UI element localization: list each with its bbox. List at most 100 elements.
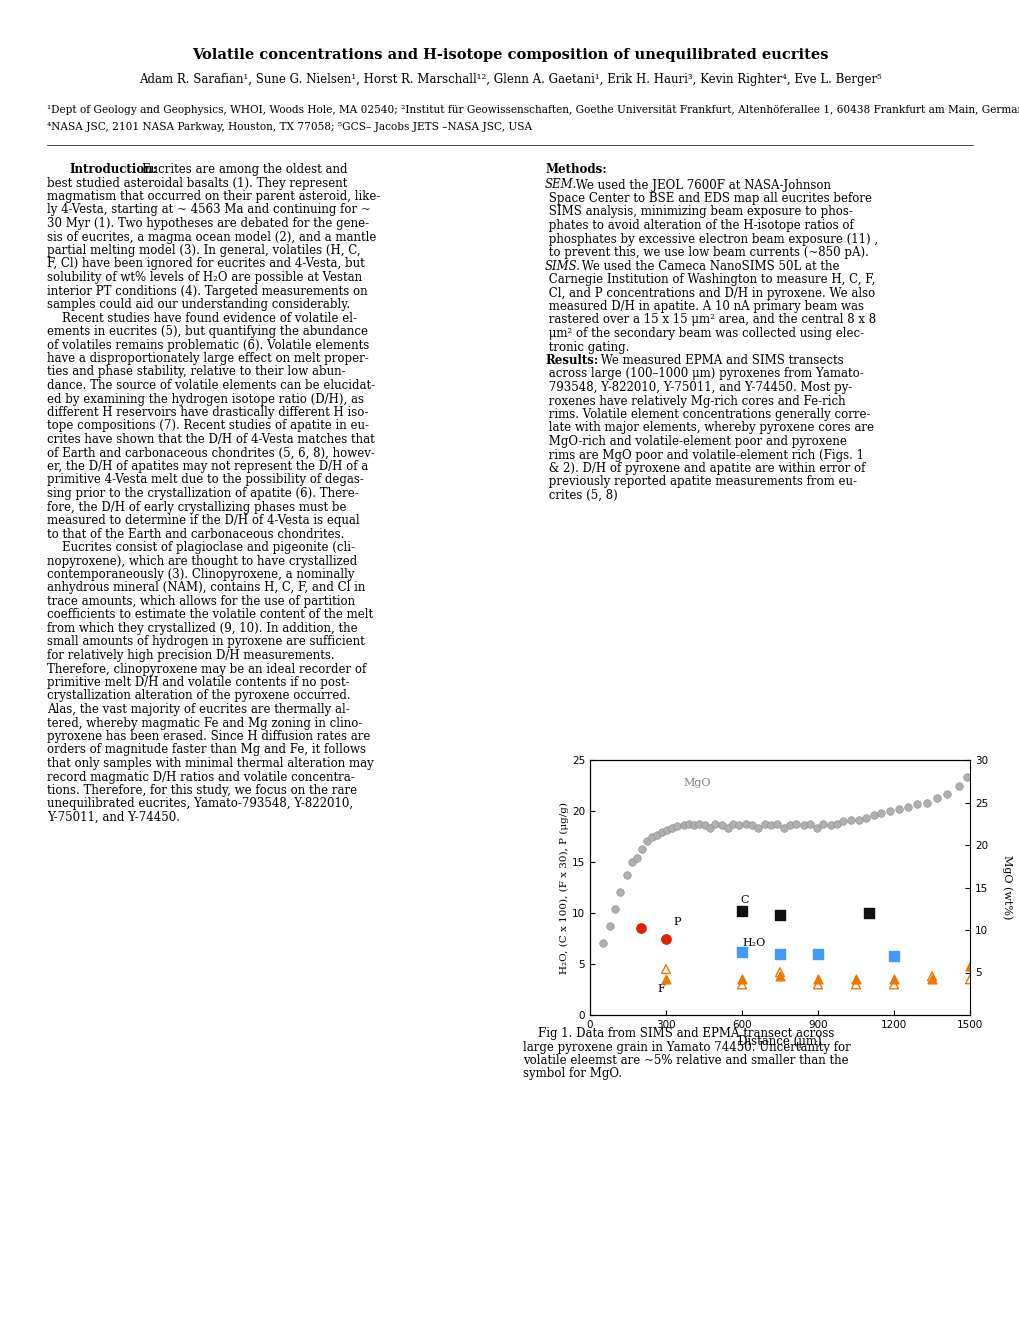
Text: to prevent this, we use low beam currents (~850 pA).: to prevent this, we use low beam current…	[544, 246, 868, 259]
Text: measured to determine if the D/H of 4-Vesta is equal: measured to determine if the D/H of 4-Ve…	[47, 513, 360, 527]
Point	[680, 813, 696, 834]
Text: SEM.: SEM.	[544, 178, 577, 191]
Point	[768, 813, 785, 834]
Text: rastered over a 15 x 15 μm² area, and the central 8 x 8: rastered over a 15 x 15 μm² area, and th…	[544, 314, 875, 326]
Point	[923, 969, 940, 990]
Point	[675, 814, 691, 836]
Text: measured D/H in apatite. A 10 nA primary beam was: measured D/H in apatite. A 10 nA primary…	[544, 300, 863, 313]
Text: record magmatic D/H ratios and volatile concentra-: record magmatic D/H ratios and volatile …	[47, 771, 355, 784]
Point	[928, 788, 945, 809]
Point	[719, 817, 736, 838]
Text: orders of magnitude faster than Mg and Fe, it follows: orders of magnitude faster than Mg and F…	[47, 743, 366, 756]
Point	[733, 969, 749, 990]
Text: primitive 4-Vesta melt due to the possibility of degas-: primitive 4-Vesta melt due to the possib…	[47, 474, 364, 487]
Text: primitive melt D/H and volatile contents if no post-: primitive melt D/H and volatile contents…	[47, 676, 350, 689]
Point	[611, 882, 628, 903]
Point	[685, 814, 701, 836]
Text: MgO: MgO	[683, 777, 710, 788]
Text: late with major elements, whereby pyroxene cores are: late with major elements, whereby pyroxe…	[544, 421, 873, 434]
Text: We used the JEOL 7600F at NASA-Johnson: We used the JEOL 7600F at NASA-Johnson	[572, 178, 830, 191]
Text: We measured EPMA and SIMS transects: We measured EPMA and SIMS transects	[596, 354, 843, 367]
Text: trace amounts, which allows for the use of partition: trace amounts, which allows for the use …	[47, 595, 355, 609]
Text: unequilibrated eucrites, Yamato-793548, Y-822010,: unequilibrated eucrites, Yamato-793548, …	[47, 797, 353, 810]
Text: 793548, Y-822010, Y-75011, and Y-74450. Most py-: 793548, Y-822010, Y-75011, and Y-74450. …	[544, 381, 852, 393]
Text: that only samples with minimal thermal alteration may: that only samples with minimal thermal a…	[47, 756, 373, 770]
Point	[657, 958, 674, 979]
Point	[961, 956, 977, 977]
Text: F: F	[656, 983, 664, 994]
Text: large pyroxene grain in Yamato 74450. Uncertanity for: large pyroxene grain in Yamato 74450. Un…	[523, 1040, 850, 1053]
Text: tronic gating.: tronic gating.	[544, 341, 629, 354]
Point	[771, 966, 788, 987]
Text: Space Center to BSE and EDS map all eucrites before: Space Center to BSE and EDS map all eucr…	[544, 191, 871, 205]
Text: Recent studies have found evidence of volatile el-: Recent studies have found evidence of vo…	[47, 312, 357, 325]
Text: ⁴NASA JSC, 2101 NASA Parkway, Houston, TX 77058; ⁵GCS– Jacobs JETS –NASA JSC, US: ⁴NASA JSC, 2101 NASA Parkway, Houston, T…	[47, 121, 532, 132]
Text: F, Cl) have been ignored for eucrites and 4-Vesta, but: F, Cl) have been ignored for eucrites an…	[47, 257, 365, 271]
Text: 30 Myr (1). Two hypotheses are debated for the gene-: 30 Myr (1). Two hypotheses are debated f…	[47, 216, 369, 230]
Point	[762, 814, 779, 836]
Text: Carnegie Institution of Washington to measure H, C, F,: Carnegie Institution of Washington to me…	[544, 273, 874, 286]
Text: rims are MgO poor and volatile-element rich (Figs. 1: rims are MgO poor and volatile-element r…	[544, 449, 863, 462]
Text: Methods:: Methods:	[544, 162, 606, 176]
Text: solubility of wt% levels of H₂O are possible at Vestan: solubility of wt% levels of H₂O are poss…	[47, 271, 362, 284]
Point	[809, 969, 825, 990]
Text: rims. Volatile element concentrations generally corre-: rims. Volatile element concentrations ge…	[544, 408, 869, 421]
Point	[857, 808, 873, 829]
Text: Volatile concentrations and H-isotope composition of unequilibrated eucrites: Volatile concentrations and H-isotope co…	[192, 48, 827, 62]
Point	[890, 799, 906, 820]
Point	[809, 974, 825, 995]
Point	[814, 813, 830, 834]
Text: Adam R. Sarafian¹, Sune G. Nielsen¹, Horst R. Marschall¹², Glenn A. Gaetani¹, Er: Adam R. Sarafian¹, Sune G. Nielsen¹, Hor…	[139, 74, 880, 87]
Point	[850, 809, 866, 830]
Point	[632, 917, 648, 939]
Point	[743, 814, 759, 836]
Point	[733, 900, 749, 921]
Point	[860, 903, 876, 924]
Text: different H reservoirs have drastically different H iso-: different H reservoirs have drastically …	[47, 407, 368, 418]
Text: MgO-rich and volatile-element poor and pyroxene: MgO-rich and volatile-element poor and p…	[544, 436, 846, 447]
Point	[872, 803, 889, 824]
Point	[847, 974, 863, 995]
X-axis label: Distance (μm): Distance (μm)	[738, 1035, 821, 1048]
Text: Eucrites are among the oldest and: Eucrites are among the oldest and	[142, 162, 347, 176]
Text: Results:: Results:	[544, 354, 598, 367]
Text: contemporaneously (3). Clinopyroxene, a nominally: contemporaneously (3). Clinopyroxene, a …	[47, 568, 355, 581]
Text: ly 4-Vesta, starting at ~ 4563 Ma and continuing for ~: ly 4-Vesta, starting at ~ 4563 Ma and co…	[47, 203, 370, 216]
Text: & 2). D/H of pyroxene and apatite are within error of: & 2). D/H of pyroxene and apatite are wi…	[544, 462, 864, 475]
Text: magmatism that occurred on their parent asteroid, like-: magmatism that occurred on their parent …	[47, 190, 380, 203]
Point	[690, 813, 706, 834]
Text: interior PT conditions (4). Targeted measurements on: interior PT conditions (4). Targeted mea…	[47, 285, 367, 297]
Point	[653, 821, 669, 842]
Text: coefficients to estimate the volatile content of the melt: coefficients to estimate the volatile co…	[47, 609, 373, 622]
Point	[788, 813, 804, 834]
Text: SIMS analysis, minimizing beam exposure to phos-: SIMS analysis, minimizing beam exposure …	[544, 206, 852, 219]
Text: dance. The source of volatile elements can be elucidat-: dance. The source of volatile elements c…	[47, 379, 375, 392]
Text: μm² of the secondary beam was collected using elec-: μm² of the secondary beam was collected …	[544, 327, 863, 341]
Point	[842, 809, 858, 830]
Text: roxenes have relatively Mg-rich cores and Fe-rich: roxenes have relatively Mg-rich cores an…	[544, 395, 845, 408]
Point	[601, 915, 618, 936]
Text: phates to avoid alteration of the H-isotope ratios of: phates to avoid alteration of the H-isot…	[544, 219, 853, 232]
Point	[908, 793, 924, 814]
Text: Therefore, clinopyroxene may be an ideal recorder of: Therefore, clinopyroxene may be an ideal…	[47, 663, 366, 676]
Point	[881, 800, 898, 821]
Point	[737, 813, 753, 834]
Point	[950, 775, 966, 796]
Text: samples could aid our understanding considerably.: samples could aid our understanding cons…	[47, 298, 350, 312]
Text: fore, the D/H of early crystallizing phases must be: fore, the D/H of early crystallizing pha…	[47, 500, 346, 513]
Point	[638, 830, 654, 851]
Point	[808, 817, 824, 838]
Point	[731, 814, 747, 836]
Text: phosphates by excessive electron beam exposure (11) ,: phosphates by excessive electron beam ex…	[544, 232, 877, 246]
Point	[623, 851, 639, 873]
Point	[648, 824, 664, 845]
Text: C: C	[740, 895, 749, 904]
Text: H₂O: H₂O	[741, 937, 764, 948]
Point	[835, 810, 851, 832]
Point	[618, 865, 634, 886]
Point	[733, 974, 749, 995]
Point	[884, 974, 901, 995]
Point	[733, 941, 749, 962]
Point	[809, 944, 825, 965]
Y-axis label: H₂O, (C x 100), (F x 30), P (μg/g): H₂O, (C x 100), (F x 30), P (μg/g)	[559, 801, 569, 974]
